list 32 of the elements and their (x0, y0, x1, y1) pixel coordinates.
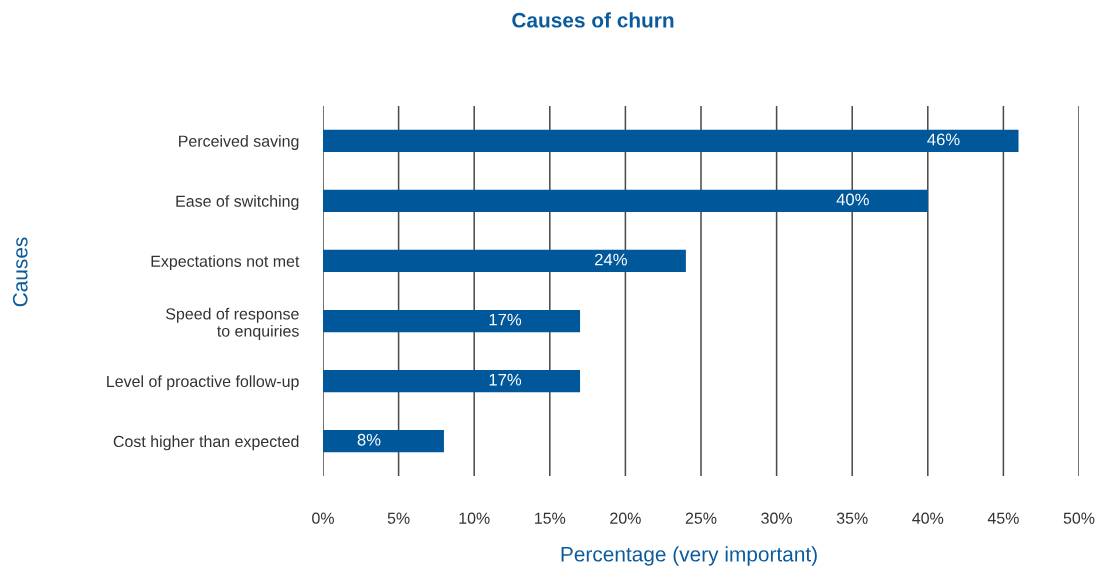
data-label: 24% (595, 253, 627, 266)
x-tick-label: 50% (1063, 512, 1095, 524)
data-label: 17% (489, 373, 522, 386)
data-label: 8% (357, 433, 381, 446)
x-tick-label: 25% (685, 512, 717, 524)
y-tick-label: Cost higher than expected (113, 435, 299, 451)
bar (323, 129, 1019, 152)
x-tick-label: 30% (761, 512, 793, 524)
x-tick-label: 5% (387, 512, 410, 524)
bar (323, 369, 581, 393)
x-axis-title: Percentage (very important) (561, 546, 817, 566)
chart-title: Causes of churn (512, 12, 674, 28)
y-tick-label: Level of proactive follow-up (107, 375, 299, 391)
bar (323, 249, 686, 273)
y-tick-label: Ease of switching (176, 195, 299, 210)
data-label: 17% (489, 313, 522, 326)
bar (323, 189, 928, 213)
bar (323, 309, 581, 333)
y-tick-label: Expectations not met (151, 255, 300, 271)
x-tick-label: 0% (312, 512, 334, 524)
data-label: 46% (927, 133, 960, 146)
x-tick-label: 20% (610, 512, 641, 524)
data-label: 40% (836, 193, 869, 206)
x-tick-label: 40% (912, 512, 944, 524)
x-tick-label: 35% (836, 512, 868, 524)
bar (323, 430, 444, 453)
y-tick-label: Perceived saving (179, 135, 299, 150)
x-tick-label: 10% (459, 512, 490, 524)
x-tick-label: 45% (987, 512, 1019, 524)
y-tick-label: Speed of response to enquiries (166, 307, 299, 340)
x-tick-label: 15% (535, 512, 566, 524)
y-axis-title: Causes (12, 237, 28, 307)
